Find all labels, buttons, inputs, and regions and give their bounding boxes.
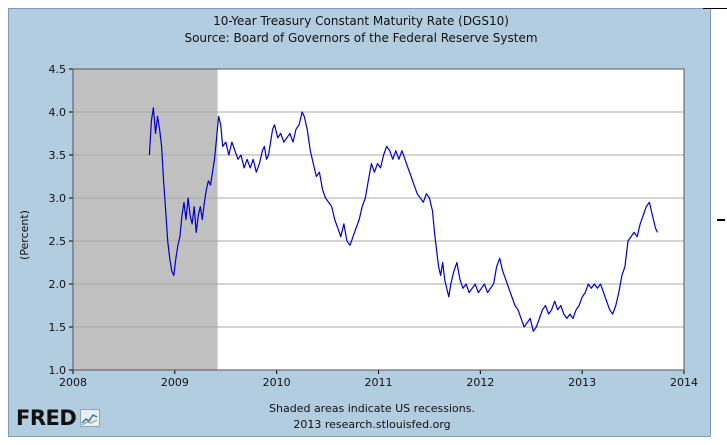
- series-line: [148, 107, 659, 332]
- y-tick-label: 1.0: [49, 364, 67, 377]
- y-tick-label: 3.5: [49, 149, 67, 162]
- x-tick-label: 2010: [263, 376, 291, 389]
- x-tick-label: 2012: [466, 376, 494, 389]
- y-tick-label: 1.5: [49, 321, 67, 334]
- y-tick-label: 2.0: [49, 278, 67, 291]
- edge-line: [703, 8, 727, 9]
- edge-tick: [717, 219, 725, 221]
- x-tick-label: 2008: [59, 376, 87, 389]
- plot-border: [72, 68, 685, 371]
- fred-logo: FRED: [16, 406, 101, 430]
- recession-note: Shaded areas indicate US recessions.: [269, 402, 475, 415]
- y-tick-label: 3.0: [49, 192, 67, 205]
- x-tick-label: 2014: [670, 376, 698, 389]
- x-tick-label: 2011: [365, 376, 393, 389]
- y-tick-label: 4.5: [49, 63, 67, 76]
- chart-line-icon: [80, 409, 101, 427]
- recession-shade: [73, 69, 218, 370]
- y-tick-label: 4.0: [49, 106, 67, 119]
- plot-area: 1.0 1.5 2.0 2.5 3.0 3.5 4.0 4.5 2008 2009 2010 2011…: [49, 63, 699, 389]
- y-tick-label: 2.5: [49, 235, 67, 248]
- fred-logo-text: FRED: [16, 406, 77, 430]
- x-tick-label: 2009: [161, 376, 189, 389]
- source-url: 2013 research.stlouisfed.org: [293, 418, 450, 431]
- y-axis-label: (Percent): [18, 210, 31, 260]
- chart-title: 10-Year Treasury Constant Maturity Rate …: [213, 14, 509, 28]
- x-tick-label: 2013: [568, 376, 596, 389]
- chart-subtitle: Source: Board of Governors of the Federa…: [184, 31, 537, 45]
